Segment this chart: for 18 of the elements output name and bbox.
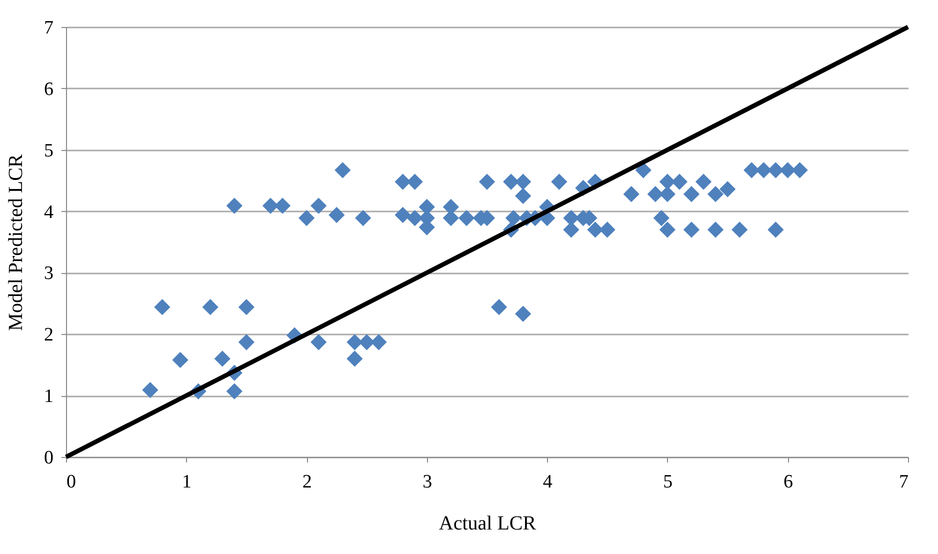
y-axis-title: Model Predicted LCR xyxy=(5,154,27,331)
y-tick-label: 1 xyxy=(44,386,54,408)
x-tick-label: 0 xyxy=(66,472,76,492)
x-tick-label: 4 xyxy=(542,472,553,492)
x-tick-label: 3 xyxy=(422,472,432,492)
y-tick-label: 2 xyxy=(44,324,54,346)
y-tick-label: 6 xyxy=(44,78,54,100)
y-tick-label: 5 xyxy=(44,140,54,162)
x-axis-title: Actual LCR xyxy=(438,512,537,534)
y-tick-label: 3 xyxy=(44,263,54,284)
x-tick-label: 5 xyxy=(663,472,673,492)
y-tick-label: 0 xyxy=(44,448,54,468)
x-tick-label: 2 xyxy=(302,472,312,492)
y-tick-label: 7 xyxy=(44,18,54,38)
y-tick-label: 4 xyxy=(44,202,54,223)
x-tick-label: 6 xyxy=(783,472,793,492)
x-tick-label: 7 xyxy=(899,472,908,492)
x-tick-label: 1 xyxy=(182,472,192,492)
